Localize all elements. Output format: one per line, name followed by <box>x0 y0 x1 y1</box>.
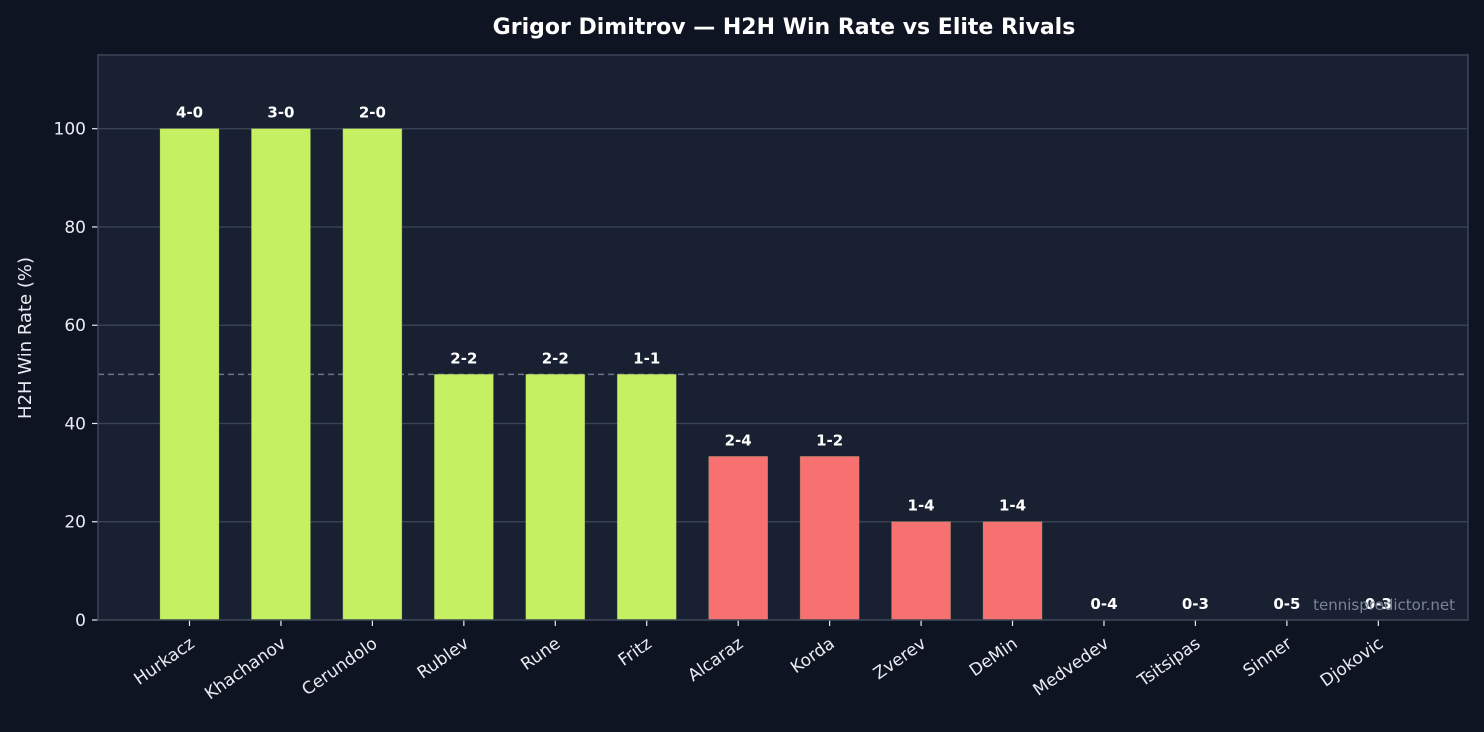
y-tick-label: 0 <box>75 611 86 631</box>
bar-record-label: 2-2 <box>542 349 569 367</box>
bar-hurkacz <box>159 128 220 621</box>
x-tick-label: Alcaraz <box>684 634 747 686</box>
bar-record-label: 1-1 <box>633 349 660 367</box>
bar-record-label: 1-4 <box>908 497 935 515</box>
reference-line-layer <box>98 128 1468 523</box>
bar-labels-layer: 4-0 3-0 2-0 2-2 2-2 1-1 2-4 1-2 1-4 1-4 0-4 0-3 0-5 0… <box>176 104 1392 613</box>
y-tick-label: 20 <box>64 513 86 533</box>
x-tick-label: Korda <box>787 634 838 678</box>
bar-korda <box>799 456 860 621</box>
plot-frame <box>97 54 1469 621</box>
bar-record-label: 0-5 <box>1273 595 1300 613</box>
chart-title: Grigor Dimitrov — H2H Win Rate vs Elite … <box>493 15 1076 40</box>
bar-record-label: 1-2 <box>816 431 843 449</box>
bar-record-label: 0-3 <box>1365 595 1392 613</box>
x-tick-label: Khachanov <box>201 634 290 704</box>
bar-record-label: 0-3 <box>1182 595 1209 613</box>
x-tick-label: Tsitsipas <box>1133 634 1204 692</box>
bar-record-label: 1-4 <box>999 497 1026 515</box>
y-axis-label: H2H Win Rate (%) <box>15 257 36 419</box>
y-tick-label: 40 <box>64 414 86 434</box>
x-tick-label: Fritz <box>615 634 656 671</box>
y-tick-label: 60 <box>64 316 86 336</box>
watermark: tennispredictor.net <box>1313 596 1455 614</box>
bar-record-label: 0-4 <box>1090 595 1117 613</box>
plot-area <box>98 55 1468 620</box>
bars-layer <box>159 128 1043 621</box>
bar-cerundolo <box>342 128 403 621</box>
x-tick-label: Rublev <box>414 634 473 684</box>
x-tick-label: DeMin <box>966 634 1021 681</box>
bar-khachanov <box>251 128 311 621</box>
bar-record-label: 3-0 <box>267 104 294 122</box>
bar-rune <box>525 374 586 621</box>
bar-alcaraz <box>708 456 768 621</box>
bar-fritz <box>616 374 677 621</box>
y-tick-label: 100 <box>54 120 86 140</box>
x-tick-label: Djokovic <box>1317 634 1387 692</box>
bar-record-label: 4-0 <box>176 104 203 122</box>
x-tick-label: Cerundolo <box>298 634 381 700</box>
bar-record-label: 2-4 <box>725 431 752 449</box>
x-tick-label: Rune <box>517 634 564 675</box>
y-tick-label: 80 <box>64 218 86 238</box>
x-tick-label: Medvedev <box>1029 634 1112 701</box>
x-tick-label: Zverev <box>870 634 930 684</box>
bar-record-label: 2-2 <box>450 349 477 367</box>
bar-demin <box>982 521 1043 621</box>
bar-record-label: 2-0 <box>359 104 386 122</box>
x-tick-label: Hurkacz <box>131 634 199 690</box>
x-tick-label: Sinner <box>1240 634 1296 682</box>
bar-zverev <box>891 521 951 621</box>
bar-rublev <box>434 374 494 621</box>
